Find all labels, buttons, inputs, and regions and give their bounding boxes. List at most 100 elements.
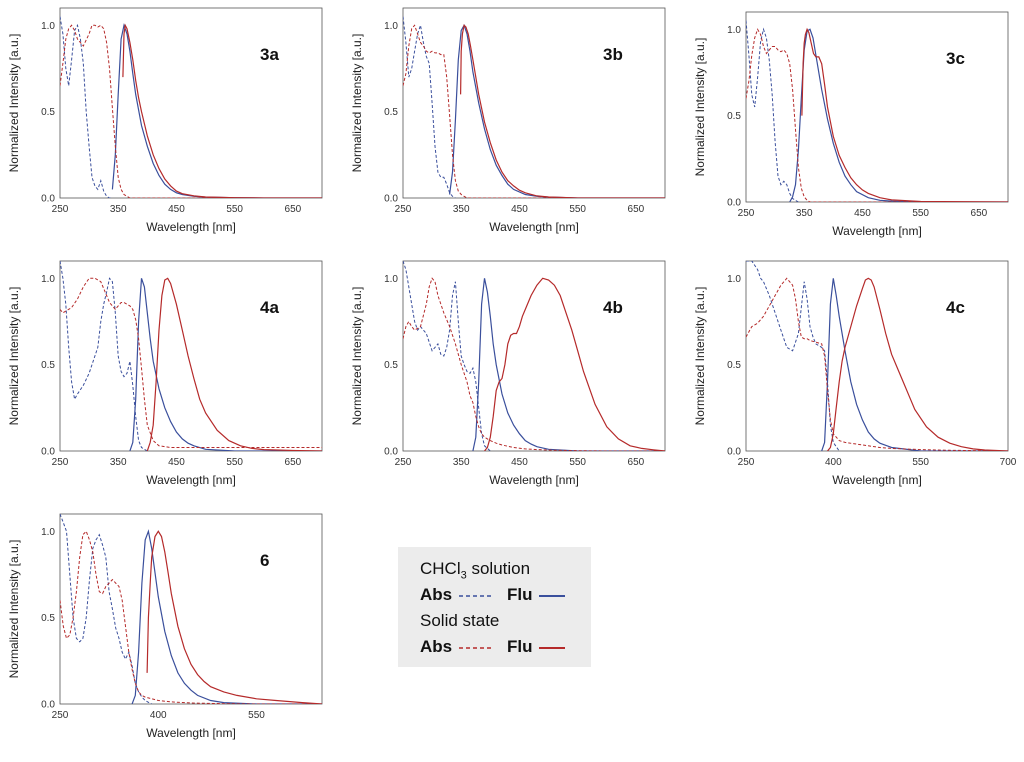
panel-label: 3b (603, 45, 623, 64)
plot-area (745, 260, 1009, 452)
series-solution-flu-line (449, 23, 665, 198)
y-tick-label: 0.5 (384, 107, 398, 118)
legend-solid-abs-swatch (458, 646, 491, 649)
x-axis-title: Wavelength [nm] (832, 224, 922, 238)
x-tick-label: 450 (168, 457, 185, 468)
x-tick-label: 350 (110, 204, 127, 215)
chart-panel-3b: 0.0 0.5 1.0 250 350 450 550 650 Wavelength [nm] N… (350, 7, 666, 234)
y-tick-label: 1.0 (384, 21, 398, 32)
plot-area (745, 11, 1009, 203)
series-solid-abs-line (60, 24, 322, 198)
y-tick-label: 1.0 (41, 527, 55, 538)
series-solid-abs-line (403, 277, 665, 451)
x-axis-title: Wavelength [nm] (832, 473, 922, 487)
panel-label: 6 (260, 551, 269, 570)
plot-area (402, 260, 666, 452)
series-solution-flu-line (472, 278, 665, 451)
y-tick-label: 1.0 (384, 274, 398, 285)
y-axis-title: Normalized Intensity [a.u.] (7, 34, 21, 173)
plot-area (59, 260, 323, 452)
y-axis-title: Normalized Intensity [a.u.] (693, 287, 707, 426)
series-solution-flu-line (129, 278, 322, 451)
y-axis-title: Normalized Intensity [a.u.] (7, 540, 21, 679)
chart-panel-4c: 0.0 0.5 1.0 250 400 550 700 Wavelength [nm] Norm… (693, 260, 1017, 487)
y-tick-label: 0.5 (727, 111, 741, 122)
x-axis-title: Wavelength [nm] (146, 726, 236, 740)
x-axis-title: Wavelength [nm] (146, 220, 236, 234)
x-tick-label: 550 (569, 457, 586, 468)
x-tick-label: 550 (569, 204, 586, 215)
x-tick-label: 250 (738, 457, 755, 468)
y-tick-label: 0.5 (727, 360, 741, 371)
series-solid-abs-line (60, 277, 322, 448)
y-tick-label: 0.5 (384, 360, 398, 371)
legend-solution-abs-swatch (458, 594, 491, 597)
series-solid-flu-line (827, 277, 1008, 451)
series-solution-flu-line (821, 278, 1008, 451)
series-solid-abs-line (746, 277, 1008, 451)
y-axis-title: Normalized Intensity [a.u.] (350, 287, 364, 426)
panel-label: 4b (603, 298, 623, 317)
x-tick-label: 350 (453, 204, 470, 215)
series-solid-abs-line (746, 28, 1008, 202)
x-tick-label: 550 (912, 208, 929, 219)
y-tick-label: 0.5 (41, 107, 55, 118)
x-axis-title: Wavelength [nm] (489, 220, 579, 234)
x-tick-label: 650 (971, 208, 988, 219)
x-tick-label: 250 (52, 204, 69, 215)
series-solution-abs-line (403, 261, 491, 451)
x-tick-label: 650 (285, 457, 302, 468)
y-tick-label: 0.0 (727, 198, 741, 209)
y-axis-title: Normalized Intensity [a.u.] (693, 38, 707, 177)
legend-solution-keys: Abs Flu (420, 585, 567, 605)
y-tick-label: 0.0 (727, 447, 741, 458)
y-tick-label: 1.0 (41, 21, 55, 32)
x-tick-label: 450 (854, 208, 871, 219)
x-tick-label: 450 (511, 204, 528, 215)
series-solid-abs-line (403, 24, 665, 198)
x-tick-label: 250 (52, 710, 69, 721)
series-solid-abs-line (60, 530, 322, 704)
legend-solid-flu-swatch (539, 646, 566, 649)
y-tick-label: 0.5 (41, 613, 55, 624)
chart-panel-4a: 0.0 0.5 1.0 250 350 450 550 650 Wavelength [nm] N… (7, 260, 323, 487)
chart-panel-6: 0.0 0.5 1.0 250 400 550 Wavelength [nm] Normali… (7, 513, 323, 740)
x-tick-label: 450 (511, 457, 528, 468)
x-axis-title: Wavelength [nm] (146, 473, 236, 487)
legend-solution-title: CHCl3 solution (420, 559, 531, 582)
series-solution-flu-line (789, 28, 1008, 202)
x-tick-label: 550 (248, 710, 265, 721)
legend: CHCl3 solution Abs Flu Solid state Abs F… (398, 547, 591, 667)
x-tick-label: 350 (453, 457, 470, 468)
x-tick-label: 250 (52, 457, 69, 468)
y-tick-label: 1.0 (727, 25, 741, 36)
panel-label: 3a (260, 45, 279, 64)
chart-panel-4b: 0.0 0.5 1.0 250 350 450 550 650 Wavelength [nm] N… (350, 260, 666, 487)
x-tick-label: 650 (285, 204, 302, 215)
x-tick-label: 700 (1000, 457, 1017, 468)
x-tick-label: 650 (628, 457, 645, 468)
series-solid-flu-line (146, 277, 322, 451)
y-axis-title: Normalized Intensity [a.u.] (350, 34, 364, 173)
panel-label: 4a (260, 298, 279, 317)
x-tick-label: 450 (168, 204, 185, 215)
x-tick-label: 550 (912, 457, 929, 468)
x-tick-label: 250 (395, 204, 412, 215)
x-tick-label: 650 (628, 204, 645, 215)
x-tick-label: 400 (825, 457, 842, 468)
series-solution-abs-line (746, 20, 799, 202)
y-tick-label: 0.0 (41, 447, 55, 458)
x-tick-label: 400 (150, 710, 167, 721)
y-tick-label: 0.0 (384, 194, 398, 205)
x-tick-label: 350 (796, 208, 813, 219)
series-solid-flu-line (801, 27, 1008, 202)
series-solution-abs-line (60, 261, 148, 451)
x-tick-label: 350 (110, 457, 127, 468)
y-axis-title: Normalized Intensity [a.u.] (7, 287, 21, 426)
y-tick-label: 0.0 (41, 700, 55, 711)
series-solution-abs-line (60, 16, 113, 198)
plot-area (59, 7, 323, 199)
y-tick-label: 0.0 (41, 194, 55, 205)
x-tick-label: 550 (226, 457, 243, 468)
